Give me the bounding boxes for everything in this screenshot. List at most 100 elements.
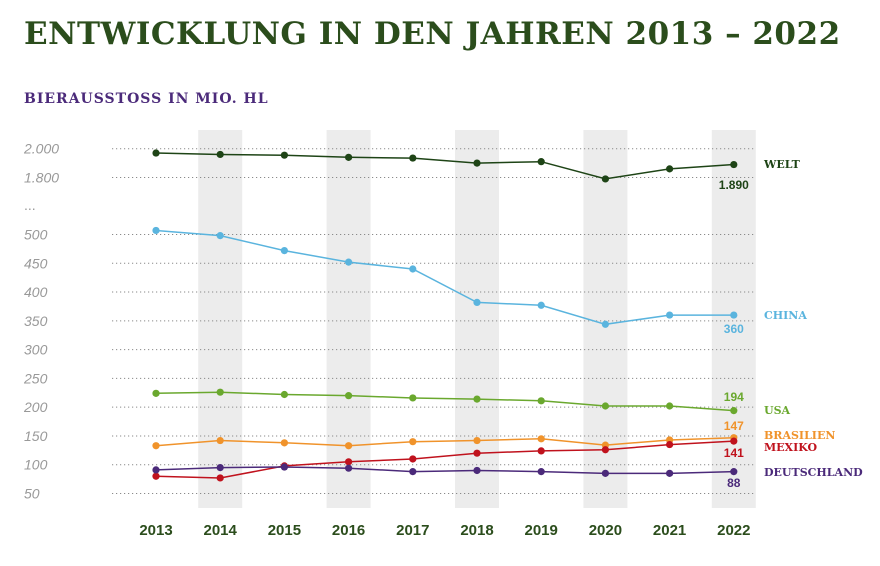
line-china bbox=[155, 229, 734, 326]
point-usa-2018 bbox=[473, 395, 481, 403]
point-mexiko-2017 bbox=[409, 455, 417, 463]
end-value-welt: 1.890 bbox=[719, 178, 749, 192]
point-deutschland-2016 bbox=[345, 464, 353, 472]
point-china-2019 bbox=[537, 301, 545, 309]
x-tick-2019: 2019 bbox=[525, 522, 558, 539]
point-china-2018 bbox=[473, 298, 481, 307]
line-usa bbox=[155, 391, 734, 412]
point-deutschland-2020 bbox=[601, 469, 610, 477]
point-brasilien-2013 bbox=[152, 442, 160, 450]
x-tick-2020: 2020 bbox=[589, 522, 622, 539]
point-brasilien-2018 bbox=[473, 436, 481, 445]
end-value-china: 360 bbox=[724, 322, 744, 336]
line-brasilien bbox=[155, 436, 734, 447]
series-label-welt: WELT bbox=[763, 158, 801, 171]
point-mexiko-2014 bbox=[216, 474, 224, 482]
series-deutschland bbox=[152, 463, 738, 477]
x-axis-ticks: 2013 2014 2015 2016 2017 2018 2019 2020 2021 2022 bbox=[139, 522, 750, 539]
series-label-deutschland: DEUTSCHLAND bbox=[764, 466, 863, 479]
y-tick-400: 400 bbox=[24, 284, 48, 300]
year-band-2014 bbox=[198, 130, 243, 508]
y-tick-500: 500 bbox=[24, 226, 48, 242]
point-deutschland-2018 bbox=[473, 466, 481, 475]
y-axis-ticks: 2.000 1.800 500 450 400 350 300 250 200 150 100 50.… bbox=[23, 141, 59, 502]
point-usa-2022 bbox=[730, 407, 738, 415]
point-brasilien-2019 bbox=[537, 435, 545, 443]
point-welt-2020 bbox=[601, 175, 610, 183]
point-brasilien-2017 bbox=[409, 438, 417, 446]
x-tick-2015: 2015 bbox=[268, 522, 301, 539]
point-welt-2013 bbox=[152, 149, 160, 157]
point-welt-2021 bbox=[666, 165, 674, 173]
y-tick-200: 200 bbox=[23, 399, 48, 415]
y-tick-50: 50 bbox=[24, 486, 40, 502]
end-value-deutschland: 88 bbox=[727, 476, 741, 490]
point-china-2017 bbox=[409, 265, 417, 273]
series-label-usa: USA bbox=[764, 404, 791, 417]
point-china-2013 bbox=[152, 226, 160, 235]
point-brasilien-2016 bbox=[345, 442, 353, 450]
point-deutschland-2014 bbox=[216, 463, 224, 472]
point-china-2020 bbox=[601, 320, 610, 328]
point-mexiko-2016 bbox=[345, 458, 353, 466]
point-mexiko-2019 bbox=[537, 447, 545, 455]
point-china-2016 bbox=[345, 258, 353, 266]
chart-title: ENTWICKLUNG IN DEN JAHREN 2013 – 2022 bbox=[24, 16, 841, 52]
line-mexiko bbox=[155, 440, 734, 479]
point-welt-2015 bbox=[280, 151, 288, 159]
point-mexiko-2021 bbox=[666, 440, 674, 449]
point-usa-2016 bbox=[345, 392, 353, 400]
series-lines bbox=[152, 149, 738, 482]
point-china-2014 bbox=[216, 232, 224, 240]
y-tick-1800: 1.800 bbox=[24, 170, 59, 186]
point-welt-2019 bbox=[537, 158, 545, 166]
x-tick-2014: 2014 bbox=[204, 522, 238, 539]
point-welt-2017 bbox=[409, 154, 417, 162]
year-band-2016 bbox=[326, 130, 371, 508]
x-tick-2018: 2018 bbox=[460, 522, 493, 539]
x-tick-2021: 2021 bbox=[653, 522, 686, 539]
y-tick-300: 300 bbox=[24, 342, 48, 358]
point-usa-2017 bbox=[409, 394, 417, 402]
point-mexiko-2022 bbox=[730, 437, 738, 445]
point-usa-2020 bbox=[601, 402, 610, 410]
line-welt bbox=[155, 152, 734, 180]
year-band-2018 bbox=[455, 130, 499, 508]
point-welt-2016 bbox=[345, 153, 353, 161]
year-bands bbox=[198, 130, 756, 508]
series-label-china: CHINA bbox=[764, 309, 807, 322]
end-value-usa: 194 bbox=[724, 390, 744, 404]
point-deutschland-2015 bbox=[280, 463, 288, 471]
series-labels: WELT 1.890 CHINA 360 USA 194 BRASILIEN 147 MEXIK… bbox=[719, 158, 863, 490]
end-value-brasilien: 147 bbox=[724, 419, 744, 433]
x-tick-2022: 2022 bbox=[717, 522, 750, 539]
point-brasilien-2014 bbox=[216, 436, 224, 445]
series-usa bbox=[152, 388, 738, 415]
point-deutschland-2017 bbox=[409, 468, 417, 476]
series-welt bbox=[152, 149, 738, 183]
point-mexiko-2018 bbox=[473, 449, 481, 457]
point-brasilien-2015 bbox=[280, 439, 288, 447]
point-usa-2013 bbox=[152, 389, 160, 397]
point-welt-2022 bbox=[730, 160, 738, 169]
x-tick-2013: 2013 bbox=[139, 522, 172, 539]
point-china-2022 bbox=[730, 311, 738, 319]
y-tick-2000: 2.000 bbox=[23, 141, 59, 157]
x-tick-2017: 2017 bbox=[396, 522, 429, 539]
series-label-mexiko: MEXIKO bbox=[764, 441, 818, 454]
x-tick-2016: 2016 bbox=[332, 522, 365, 539]
point-usa-2014 bbox=[216, 388, 224, 396]
point-welt-2018 bbox=[473, 159, 481, 167]
point-china-2021 bbox=[666, 311, 674, 319]
y-tick-100: 100 bbox=[24, 457, 48, 473]
y-tick-450: 450 bbox=[24, 255, 48, 271]
y-tick-150: 150 bbox=[24, 428, 48, 444]
point-usa-2019 bbox=[537, 397, 545, 405]
line-deutschland bbox=[155, 466, 734, 475]
y-tick-250: 250 bbox=[23, 370, 48, 386]
point-china-2015 bbox=[280, 246, 288, 255]
point-deutschland-2022 bbox=[730, 468, 738, 476]
series-label-brasilien: BRASILIEN bbox=[764, 429, 835, 442]
chart-subtitle: BIERAUSSTOSS IN MIO. HL bbox=[24, 91, 269, 107]
